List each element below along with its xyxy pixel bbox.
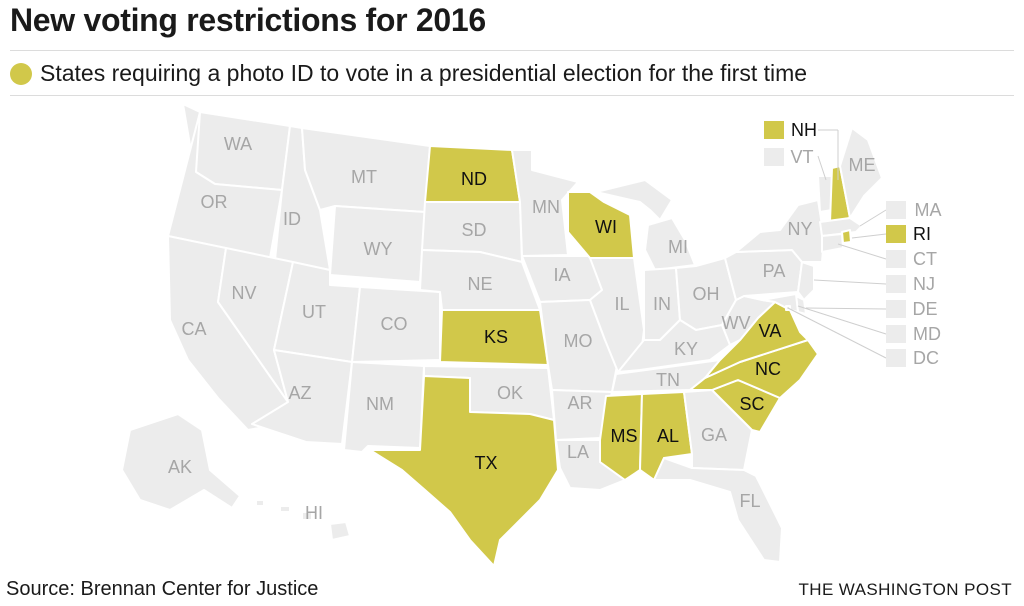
swatch-ct [886,250,906,268]
swatch-dc [886,349,906,367]
label-ma: MA [915,200,942,220]
label-de: DE [912,299,937,319]
label-wy: WY [364,239,393,259]
label-ga: GA [701,425,727,445]
label-nd: ND [461,169,487,189]
leader-vt [817,155,827,181]
label-in: IN [653,294,671,314]
swatch-nh [764,121,784,139]
swatch-nj [886,275,906,293]
swatch-md [886,325,906,343]
leader-md [797,305,887,335]
label-al: AL [657,426,679,446]
state-wi[interactable] [567,191,635,259]
state-fl[interactable] [653,457,783,563]
label-nh: NH [791,120,817,140]
leader-nj [813,279,887,285]
label-az: AZ [288,383,311,403]
label-nc: NC [755,359,781,379]
label-il: IL [614,294,629,314]
label-ca: CA [181,319,206,339]
label-wa: WA [224,134,252,154]
label-dc: DC [913,348,939,368]
label-or: OR [201,192,228,212]
label-ks: KS [484,327,508,347]
state-tx[interactable] [369,375,559,567]
map-title: New voting restrictions for 2016 [10,2,486,38]
label-la: LA [567,442,589,462]
label-ak: AK [168,457,192,477]
label-ia: IA [553,265,570,285]
label-nj: NJ [913,274,935,294]
label-tx: TX [474,453,497,473]
state-mn[interactable] [511,149,579,257]
label-ri: RI [913,224,931,244]
state-ak[interactable] [121,413,241,511]
label-ms: MS [611,426,638,446]
label-ar: AR [567,393,592,413]
label-fl: FL [739,491,760,511]
label-mo: MO [564,331,593,351]
state-ky[interactable] [617,319,731,373]
label-ct: CT [913,249,937,269]
swatch-ma [886,201,906,219]
swatch-de [886,300,906,318]
state-mi[interactable] [595,179,696,271]
label-co: CO [381,314,408,334]
leader-ri [851,233,887,239]
state-nj[interactable] [797,261,815,301]
label-wi: WI [595,217,617,237]
label-mi: MI [668,237,688,257]
publisher-credit: THE WASHINGTON POST [798,580,1012,599]
title-divider [10,50,1014,51]
leader-ma [859,209,887,227]
label-vt: VT [790,147,813,167]
label-ut: UT [302,302,326,322]
label-hi: HI [305,503,323,523]
label-oh: OH [693,284,720,304]
leader-ct [837,243,887,260]
state-ny[interactable] [735,199,825,263]
leader-dc [787,307,887,359]
label-ny: NY [787,219,812,239]
legend-divider [10,95,1014,96]
label-ne: NE [467,274,492,294]
source-note: Source: Brennan Center for Justice [6,578,319,600]
label-tn: TN [656,370,680,390]
legend-swatch [10,62,32,85]
label-wv: WV [722,313,751,333]
label-ok: OK [497,383,523,403]
label-mn: MN [532,197,560,217]
state-hi[interactable] [255,499,351,541]
state-ma[interactable] [819,217,863,237]
label-me: ME [849,155,876,175]
label-sc: SC [739,394,764,414]
label-md: MD [913,324,941,344]
state-ct[interactable] [821,233,844,253]
label-va: VA [759,321,782,341]
swatch-ri [886,225,906,243]
label-id: ID [283,209,301,229]
legend-text: States requiring a photo ID to vote in a… [40,60,808,86]
label-nv: NV [231,283,256,303]
label-sd: SD [461,220,486,240]
label-pa: PA [763,261,786,281]
swatch-vt [764,148,784,166]
label-mt: MT [351,167,377,187]
leader-de [805,307,887,310]
label-nm: NM [366,394,394,414]
label-ky: KY [674,339,698,359]
legend: States requiring a photo ID to vote in a… [10,60,807,87]
